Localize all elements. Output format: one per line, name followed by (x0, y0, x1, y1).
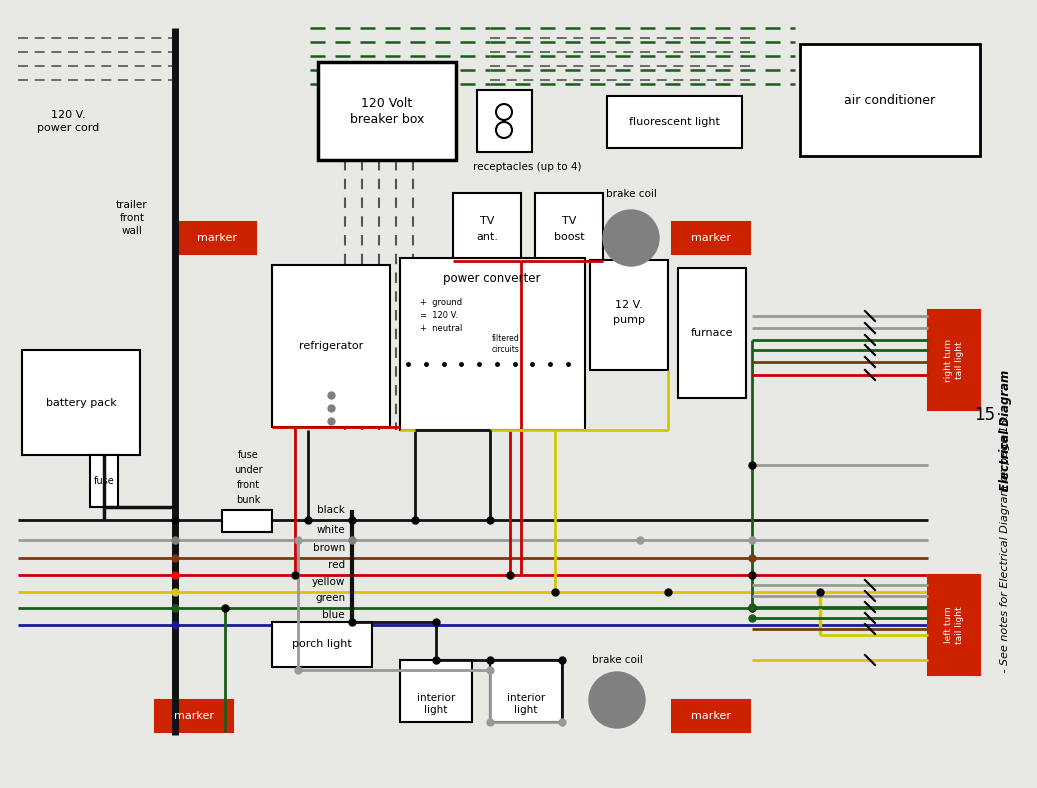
Text: furnace: furnace (691, 328, 733, 338)
Text: brown: brown (313, 543, 345, 553)
Bar (178, 222, 256, 254)
Bar (928, 575, 980, 675)
Bar (318, 62, 456, 160)
Text: Electrical Diagram: Electrical Diagram (999, 370, 1011, 491)
Bar (22, 350, 140, 455)
Bar (590, 260, 668, 370)
Text: power converter: power converter (443, 272, 540, 284)
Bar (477, 90, 532, 152)
Text: interior: interior (507, 693, 545, 703)
Text: +  ground: + ground (420, 298, 463, 307)
Bar (155, 700, 233, 732)
Text: marker: marker (691, 711, 731, 721)
Text: green: green (315, 593, 345, 603)
Bar (272, 622, 372, 667)
Text: fuse: fuse (93, 476, 114, 486)
Text: fuse: fuse (237, 450, 258, 460)
Bar (607, 96, 742, 148)
Bar (535, 193, 602, 261)
Bar (400, 660, 472, 722)
Bar (928, 310, 980, 410)
Text: marker: marker (691, 233, 731, 243)
Circle shape (602, 210, 658, 266)
Text: ant.: ant. (476, 232, 498, 242)
Text: brake coil: brake coil (591, 655, 643, 665)
Text: marker: marker (174, 711, 214, 721)
Text: white: white (316, 525, 345, 535)
Text: trailer: trailer (116, 200, 148, 210)
Text: front: front (236, 480, 259, 490)
Text: 12 V.: 12 V. (615, 300, 643, 310)
Text: 15: 15 (975, 406, 996, 424)
Text: under: under (233, 465, 262, 475)
Text: air conditioner: air conditioner (844, 94, 935, 106)
Text: yellow: yellow (312, 577, 345, 587)
Text: boost: boost (554, 232, 584, 242)
Text: TV: TV (480, 216, 495, 226)
Bar (672, 700, 750, 732)
Text: receptacles (up to 4): receptacles (up to 4) (473, 162, 582, 172)
Bar (222, 510, 272, 532)
Text: fluorescent light: fluorescent light (628, 117, 720, 127)
Bar (491, 660, 562, 722)
Bar (90, 455, 118, 507)
Bar (453, 193, 521, 261)
Circle shape (589, 672, 645, 728)
Text: breaker box: breaker box (349, 113, 424, 125)
Bar (272, 265, 390, 427)
Text: pump: pump (613, 315, 645, 325)
Text: marker: marker (197, 233, 237, 243)
Bar (678, 268, 746, 398)
Text: interior: interior (417, 693, 455, 703)
Text: black: black (317, 505, 345, 515)
Text: right turn
tail light: right turn tail light (945, 338, 963, 381)
Text: blue: blue (323, 610, 345, 620)
Text: 120 Volt: 120 Volt (361, 96, 413, 110)
Text: left turn
tail light: left turn tail light (945, 606, 963, 644)
Text: refrigerator: refrigerator (299, 341, 363, 351)
Text: =  120 V.: = 120 V. (420, 310, 458, 319)
Text: wall: wall (121, 226, 142, 236)
Text: bunk: bunk (235, 495, 260, 505)
Text: power cord: power cord (37, 123, 100, 133)
Text: red: red (328, 560, 345, 570)
Bar (800, 44, 980, 156)
Text: circuits: circuits (493, 344, 520, 354)
Text: battery pack: battery pack (46, 398, 116, 408)
Text: - See notes for Electrical Diagram on page 13.: - See notes for Electrical Diagram on pa… (1000, 414, 1010, 675)
Text: +  neutral: + neutral (420, 324, 463, 333)
Text: porch light: porch light (292, 639, 352, 649)
Text: 120 V.: 120 V. (51, 110, 85, 120)
Text: light: light (424, 705, 448, 715)
Text: front: front (119, 213, 144, 223)
Text: light: light (514, 705, 538, 715)
Text: TV: TV (562, 216, 577, 226)
Text: filtered: filtered (493, 333, 520, 343)
Bar (672, 222, 750, 254)
Bar (400, 258, 585, 430)
Text: brake coil: brake coil (606, 189, 656, 199)
